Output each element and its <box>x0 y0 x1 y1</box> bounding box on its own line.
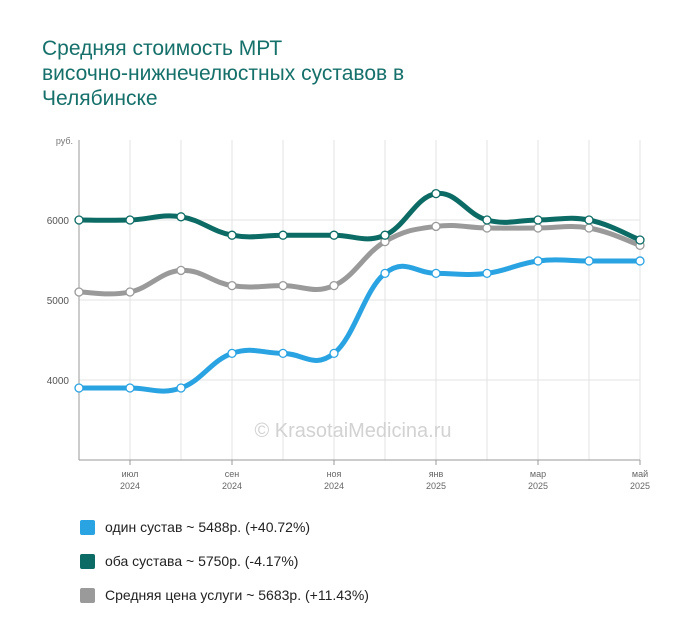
x-tick-label-month: сен <box>225 469 240 479</box>
data-point <box>329 348 339 359</box>
watermark: © KrasotaiMedicina.ru <box>254 420 451 442</box>
data-point <box>278 230 288 240</box>
x-tick-label-month: ноя <box>327 469 342 479</box>
data-point <box>380 268 390 279</box>
legend-label: Средняя цена услуги ~ 5683р. (+11.43%) <box>105 587 369 603</box>
data-point <box>584 215 594 225</box>
data-point <box>227 348 237 359</box>
data-point <box>329 280 339 291</box>
series-line-one-joint <box>76 257 643 394</box>
data-point <box>635 235 645 245</box>
data-point <box>431 188 441 199</box>
x-tick-label-month: мар <box>530 469 546 479</box>
x-tick-label-month: июл <box>122 469 139 479</box>
x-tick-label-year: 2024 <box>120 481 140 491</box>
chart-title-line: Челябинске <box>42 87 158 110</box>
legend-swatch <box>80 519 95 535</box>
data-point <box>176 265 186 276</box>
data-point <box>584 256 594 266</box>
data-point <box>533 223 543 233</box>
data-point <box>533 256 543 266</box>
x-tick-label-year: 2025 <box>528 481 548 491</box>
data-point <box>533 215 543 225</box>
data-point <box>635 256 645 266</box>
data-point <box>74 215 84 225</box>
chart-title-line: Средняя стоимость МРТ <box>42 37 283 60</box>
legend-item-one-joint[interactable]: один сустав ~ 5488р. (+40.72%) <box>80 510 369 544</box>
legend-item-average[interactable]: Средняя цена услуги ~ 5683р. (+11.43%) <box>80 578 369 612</box>
legend: один сустав ~ 5488р. (+40.72%) оба суста… <box>80 510 369 612</box>
data-point <box>227 280 237 291</box>
legend-label: один сустав ~ 5488р. (+40.72%) <box>105 519 311 535</box>
chart-title-line: височно-нижнечелюстных суставов в <box>42 62 405 85</box>
data-point <box>74 287 84 297</box>
line-chart: 4000 5000 6000 руб. июл 2024 сен 2024 ноя 2024 янв… <box>47 136 650 491</box>
data-point <box>227 230 237 240</box>
y-tick-label: 6000 <box>47 216 70 227</box>
data-point <box>329 230 339 240</box>
data-point <box>380 230 390 240</box>
data-point <box>176 212 186 222</box>
legend-swatch <box>80 587 95 603</box>
legend-swatch <box>80 553 95 569</box>
data-point <box>482 268 492 279</box>
x-tick-label-month: янв <box>429 469 444 479</box>
y-tick-label: 5000 <box>47 296 70 307</box>
y-tick-label: 4000 <box>47 376 70 387</box>
y-axis-label: руб. <box>56 136 73 146</box>
legend-label: оба сустава ~ 5750р. (-4.17%) <box>105 553 299 569</box>
data-point <box>278 348 288 359</box>
x-tick-label-month: май <box>632 469 648 479</box>
x-tick-label-year: 2025 <box>426 481 446 491</box>
data-point <box>584 223 594 233</box>
data-point <box>431 221 441 232</box>
data-point <box>482 215 492 225</box>
data-point <box>431 268 441 279</box>
data-point <box>74 383 84 393</box>
legend-item-both-joints[interactable]: оба сустава ~ 5750р. (-4.17%) <box>80 544 369 578</box>
data-point <box>482 223 492 233</box>
data-point <box>125 215 135 225</box>
data-point <box>176 383 186 393</box>
x-tick-label-year: 2024 <box>222 481 242 491</box>
data-point <box>125 287 135 297</box>
chart-title: Средняя стоимость МРТ височно-нижнечелюс… <box>42 36 642 111</box>
x-tick-label-year: 2025 <box>630 481 650 491</box>
data-point <box>278 280 288 291</box>
x-tick-label-year: 2024 <box>324 481 344 491</box>
series-line-both-joints <box>76 191 643 243</box>
data-point <box>125 383 135 393</box>
